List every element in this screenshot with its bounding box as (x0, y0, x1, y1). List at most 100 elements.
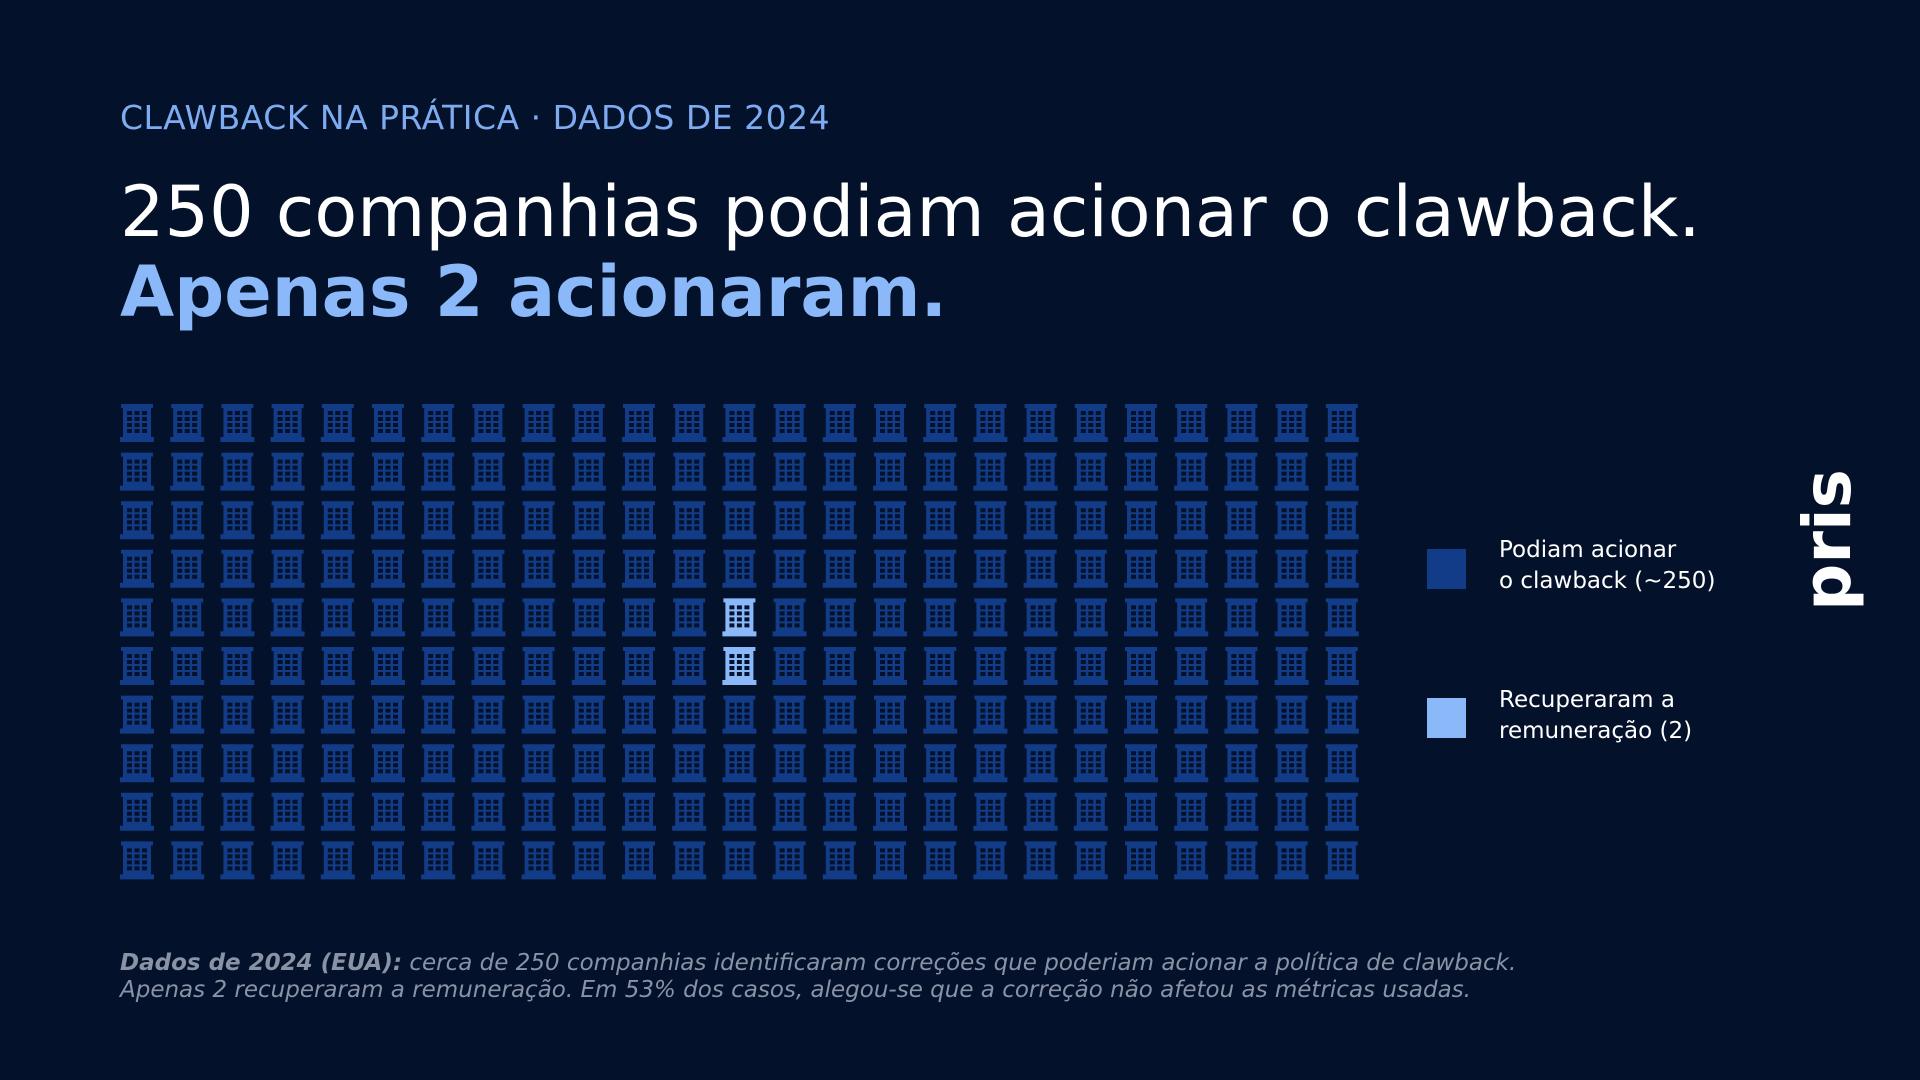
company-icon (923, 452, 958, 491)
company-icon (822, 501, 857, 540)
company-icon (622, 549, 656, 588)
company-icon (1274, 452, 1309, 491)
company-icon (672, 501, 707, 540)
company-icon (220, 452, 255, 491)
company-icon (120, 452, 154, 491)
company-icon (371, 695, 405, 734)
company-icon (471, 598, 506, 637)
company-icon (1124, 841, 1158, 880)
company-icon (1274, 647, 1309, 685)
company-icon (371, 792, 405, 831)
company-icon (1174, 549, 1209, 588)
company-icon (1324, 841, 1359, 880)
company-icon (973, 598, 1008, 637)
company-icon (471, 404, 506, 442)
company-icon (371, 598, 405, 637)
company-icon (521, 598, 556, 637)
company-icon (622, 792, 656, 831)
company-icon (622, 452, 656, 491)
company-icon (873, 404, 907, 442)
company-icon (320, 452, 355, 491)
company-icon (923, 647, 958, 685)
company-icon (421, 647, 456, 685)
company-icon (1023, 841, 1058, 880)
company-icon (772, 744, 807, 783)
company-icon (1124, 501, 1158, 540)
company-icon (371, 744, 405, 783)
company-icon (270, 598, 305, 637)
company-icon (1274, 792, 1309, 831)
company-icon (622, 647, 656, 685)
company-icon (1224, 501, 1259, 540)
company-icon (270, 792, 305, 831)
company-icon (672, 452, 707, 491)
company-icon (471, 452, 506, 491)
company-icon (973, 404, 1008, 442)
company-icon (873, 452, 907, 491)
company-icon (672, 549, 707, 588)
company-icon (371, 647, 405, 685)
company-icon (973, 744, 1008, 783)
company-icon (1023, 598, 1058, 637)
company-icon (1174, 695, 1209, 734)
company-icon (270, 841, 305, 880)
company-icon (1224, 695, 1259, 734)
company-icon (873, 792, 907, 831)
company-icon (571, 404, 606, 442)
company-icon (973, 501, 1008, 540)
company-icon (320, 695, 355, 734)
company-icon (1023, 549, 1058, 588)
company-icon (1324, 695, 1359, 734)
company-icon-highlight (722, 647, 757, 685)
company-icon (1124, 695, 1158, 734)
company-icon (873, 598, 907, 637)
company-icon (270, 501, 305, 540)
company-icon (672, 598, 707, 637)
company-icon (1023, 744, 1058, 783)
company-icon (1073, 452, 1108, 491)
company-icon (120, 841, 154, 880)
company-icon (320, 744, 355, 783)
company-icon (1174, 744, 1209, 783)
company-icon (421, 404, 456, 442)
company-icon (1023, 501, 1058, 540)
company-icon (120, 598, 154, 637)
company-icon (571, 744, 606, 783)
company-icon (973, 841, 1008, 880)
company-icon (1124, 647, 1158, 685)
company-icon (672, 792, 707, 831)
company-icon (170, 841, 205, 880)
company-icon (571, 598, 606, 637)
company-icon (371, 452, 405, 491)
company-icon (170, 404, 205, 442)
company-icon (722, 501, 757, 540)
footnote: Dados de 2024 (EUA): cerca de 250 compan… (120, 950, 1516, 1004)
company-icon (1174, 647, 1209, 685)
company-icon (873, 549, 907, 588)
company-icon (270, 549, 305, 588)
subtitle: Apenas 2 acionaram. (120, 251, 948, 333)
company-icon (622, 501, 656, 540)
company-icon (220, 647, 255, 685)
company-icon (1073, 549, 1108, 588)
company-icon (270, 452, 305, 491)
company-icon (672, 744, 707, 783)
company-icon (521, 404, 556, 442)
company-icon (320, 404, 355, 442)
company-icon (270, 404, 305, 442)
company-icon (571, 647, 606, 685)
company-icon (220, 792, 255, 831)
company-icon (421, 549, 456, 588)
company-icon (722, 695, 757, 734)
title: 250 companhias podiam acionar o clawback… (120, 171, 1701, 253)
company-icon (622, 404, 656, 442)
company-icon (320, 598, 355, 637)
company-icon (120, 549, 154, 588)
legend-label: Podiam acionar o clawback (~250) (1499, 537, 1716, 594)
company-icon (1174, 792, 1209, 831)
company-icon (822, 647, 857, 685)
company-icon (371, 501, 405, 540)
company-icon (170, 598, 205, 637)
company-icon (1274, 404, 1309, 442)
